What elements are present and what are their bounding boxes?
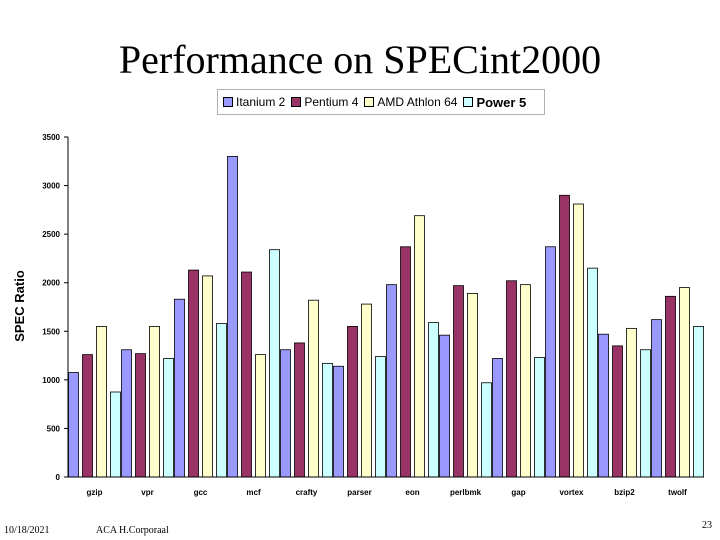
bar-eon-amd-athlon-64 [414,215,425,478]
bar-mcf-pentium-4 [241,271,252,478]
page-number: 23 [702,520,712,531]
bar-crafty-amd-athlon-64 [308,299,319,478]
legend-label-athlon64: AMD Athlon 64 [377,95,458,109]
y-tick-label: 500 [47,424,61,433]
x-tick-label: eon [405,488,419,497]
bar-crafty-pentium-4 [294,342,305,478]
x-tick-label: crafty [296,488,318,497]
x-tick-label: perlbmk [450,488,482,497]
bar-bzip2-itanium-2 [598,333,609,478]
bar-vortex-pentium-4 [559,194,570,478]
y-tick-label: 3500 [42,133,60,142]
legend-item-athlon64: AMD Athlon 64 [364,95,457,109]
bar-mcf-amd-athlon-64 [255,354,266,478]
slide-title: Performance on SPECint2000 [118,37,602,82]
bar-vpr-power-5 [163,358,174,478]
bar-vortex-amd-athlon-64 [573,203,584,478]
bar-eon-itanium-2 [386,284,397,478]
bar-twolf-itanium-2 [651,319,662,478]
legend-swatch-power5 [463,97,474,107]
bar-twolf-amd-athlon-64 [679,287,690,478]
chart-legend: Itanium 2 Pentium 4 AMD Athlon 64 Power … [217,89,545,115]
legend-label-power5: Power 5 [476,94,527,110]
bar-perlbmk-power-5 [481,382,492,478]
y-axis-title: SPEC Ratio [12,270,27,342]
bar-mcf-itanium-2 [227,156,238,478]
bar-eon-power-5 [428,322,439,478]
legend-label-pentium4: Pentium 4 [304,95,359,109]
x-tick-label: gap [511,488,525,497]
bar-parser-power-5 [375,356,386,478]
bar-perlbmk-pentium-4 [453,285,464,478]
bar-gap-power-5 [534,357,545,478]
bar-vortex-power-5 [587,267,598,478]
bar-chart: SPEC Ratio 0500100015002000250030003500 … [12,133,704,497]
legend-label-itanium2: Itanium 2 [236,95,286,109]
bar-parser-pentium-4 [347,326,358,478]
bar-gzip-amd-athlon-64 [96,326,107,478]
bar-vpr-itanium-2 [121,349,132,478]
legend-item-power5: Power 5 [463,95,526,110]
bar-twolf-pentium-4 [665,295,676,478]
bar-vortex-itanium-2 [545,246,556,478]
bar-parser-amd-athlon-64 [361,303,372,478]
bar-vpr-amd-athlon-64 [149,326,160,478]
bar-crafty-itanium-2 [280,349,291,478]
bar-gap-pentium-4 [506,280,517,478]
bar-vpr-pentium-4 [135,353,146,478]
bar-gap-amd-athlon-64 [520,284,531,478]
bar-bzip2-pentium-4 [612,345,623,478]
legend-swatch-pentium4 [291,97,302,107]
x-tick-label: twolf [668,488,687,497]
bar-parser-itanium-2 [333,365,344,478]
y-tick-label: 1000 [42,376,60,385]
y-tick-label: 2500 [42,230,60,239]
bar-bzip2-power-5 [640,349,651,478]
bar-gzip-itanium-2 [68,372,79,478]
y-tick-label: 0 [56,473,61,482]
x-tick-label: parser [347,488,371,497]
x-tick-label: mcf [246,488,261,497]
x-tick-label: vpr [141,488,153,497]
legend-swatch-itanium2 [223,97,233,107]
legend-item-pentium4: Pentium 4 [291,95,358,109]
footer-author: ACA H.Corporaal [96,525,169,536]
bar-perlbmk-itanium-2 [439,334,450,478]
x-tick-label: bzip2 [614,488,635,497]
y-tick-label: 3000 [42,182,60,191]
bar-gzip-pentium-4 [82,354,93,478]
bar-eon-pentium-4 [400,246,411,478]
footer-date: 10/18/2021 [4,525,50,536]
y-tick-label: 1500 [42,327,60,336]
bar-mcf-power-5 [269,249,280,478]
bar-gcc-power-5 [216,323,227,478]
bar-gcc-amd-athlon-64 [202,275,213,478]
legend-swatch-athlon64 [364,97,375,107]
x-tick-label: gzip [87,488,103,497]
bar-bzip2-amd-athlon-64 [626,327,637,478]
bar-gap-itanium-2 [492,358,503,478]
x-tick-label: gcc [194,488,208,497]
y-tick-label: 2000 [42,279,60,288]
x-tick-label: vortex [559,488,584,497]
bar-crafty-power-5 [322,362,333,478]
bar-twolf-power-5 [693,326,704,478]
bar-perlbmk-amd-athlon-64 [467,292,478,478]
bar-gcc-itanium-2 [174,298,185,478]
bar-gcc-pentium-4 [188,269,199,478]
legend-item-itanium2: Itanium 2 [223,95,285,109]
bar-gzip-power-5 [110,391,121,478]
